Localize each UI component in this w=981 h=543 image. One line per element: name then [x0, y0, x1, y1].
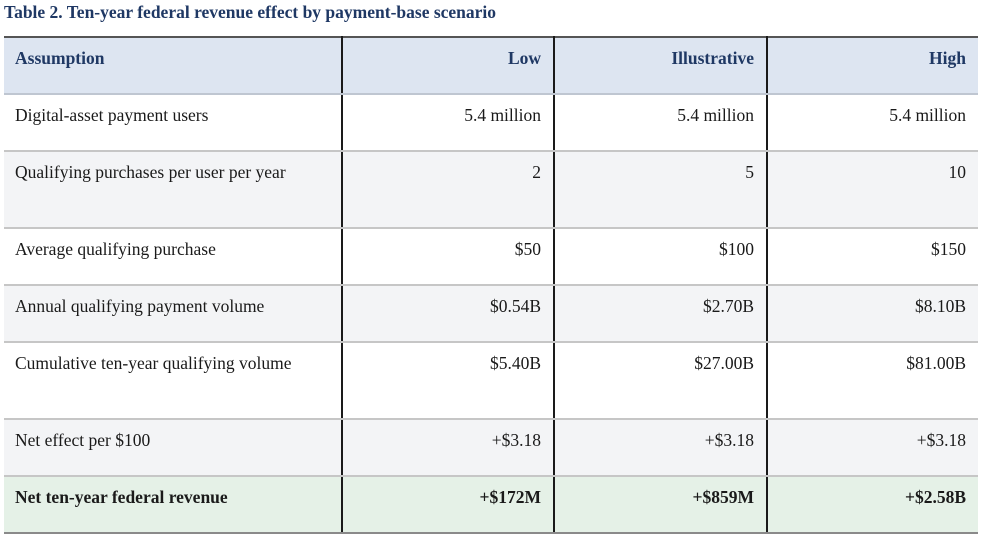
table-caption: Table 2. Ten-year federal revenue effect…	[4, 2, 497, 22]
cell-illustrative: +$3.18	[554, 419, 768, 477]
cell-high: $150	[767, 228, 978, 286]
cell-high: $81.00B	[767, 342, 978, 420]
table-row: Net effect per $100 +$3.18 +$3.18 +$3.18	[4, 419, 978, 477]
header-high: High	[767, 36, 978, 95]
cell-low: +$172M	[342, 476, 555, 534]
cell-high: $8.10B	[767, 285, 978, 343]
cell-illustrative: 5.4 million	[554, 94, 768, 152]
cell-low: +$3.18	[342, 419, 555, 477]
table-header-row: Assumption Low Illustrative High	[4, 36, 978, 95]
cell-illustrative: +$859M	[554, 476, 768, 534]
table-row: Annual qualifying payment volume $0.54B …	[4, 285, 978, 343]
cell-illustrative: $27.00B	[554, 342, 768, 420]
row-label: Average qualifying purchase	[4, 228, 343, 286]
cell-high: 5.4 million	[767, 94, 978, 152]
cell-high: +$3.18	[767, 419, 978, 477]
header-assumption: Assumption	[4, 36, 343, 95]
row-label: Net effect per $100	[4, 419, 343, 477]
row-label: Annual qualifying payment volume	[4, 285, 343, 343]
header-low: Low	[342, 36, 555, 95]
cell-illustrative: 5	[554, 151, 768, 229]
row-label: Cumulative ten-year qualifying volume	[4, 342, 343, 420]
cell-high: +$2.58B	[767, 476, 978, 534]
revenue-effect-table: Assumption Low Illustrative High Digital…	[4, 36, 978, 534]
cell-illustrative: $100	[554, 228, 768, 286]
row-label: Qualifying purchases per user per year	[4, 151, 343, 229]
cell-low: 5.4 million	[342, 94, 555, 152]
cell-low: $5.40B	[342, 342, 555, 420]
table-row: Qualifying purchases per user per year 2…	[4, 151, 978, 229]
row-label: Digital-asset payment users	[4, 94, 343, 152]
cell-high: 10	[767, 151, 978, 229]
table-row: Average qualifying purchase $50 $100 $15…	[4, 228, 978, 286]
cell-illustrative: $2.70B	[554, 285, 768, 343]
table-row: Cumulative ten-year qualifying volume $5…	[4, 342, 978, 420]
table-row: Digital-asset payment users 5.4 million …	[4, 94, 978, 152]
cell-low: $0.54B	[342, 285, 555, 343]
row-label: Net ten-year federal revenue	[4, 476, 343, 534]
cell-low: 2	[342, 151, 555, 229]
cell-low: $50	[342, 228, 555, 286]
header-illustrative: Illustrative	[554, 36, 768, 95]
total-row: Net ten-year federal revenue +$172M +$85…	[4, 476, 978, 534]
